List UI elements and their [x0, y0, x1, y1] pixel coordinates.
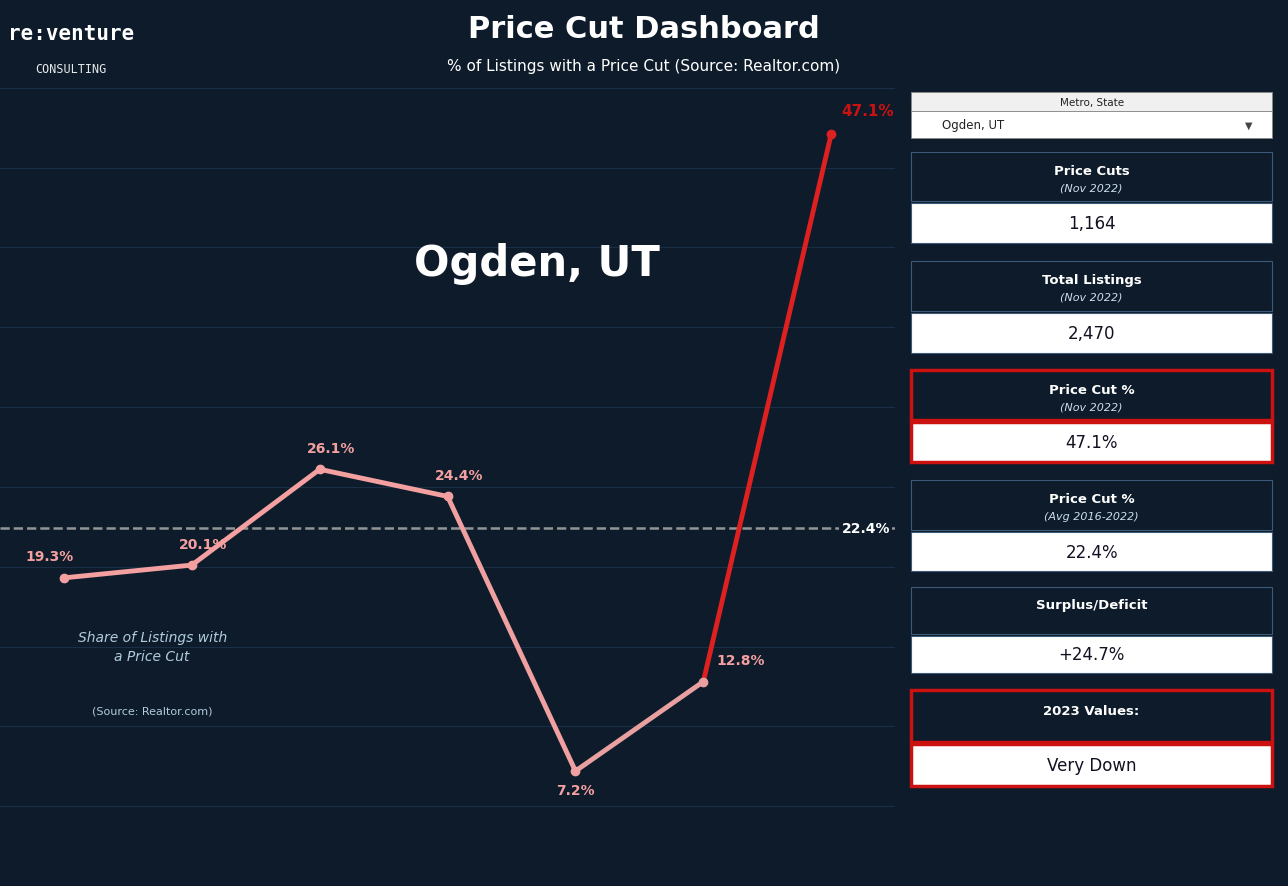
Text: (Nov 2022): (Nov 2022)	[1060, 292, 1123, 302]
Text: Metro, State: Metro, State	[1060, 97, 1123, 107]
Text: 12.8%: 12.8%	[716, 654, 765, 667]
Text: Price Cuts: Price Cuts	[1054, 165, 1130, 178]
Text: 22.4%: 22.4%	[841, 522, 890, 536]
Bar	[911, 423, 1273, 462]
Text: Price Cut %: Price Cut %	[1048, 493, 1135, 506]
Bar	[911, 744, 1273, 786]
Text: 2023 Values:: 2023 Values:	[1043, 703, 1140, 717]
Bar	[911, 314, 1273, 354]
Text: 47.1%: 47.1%	[841, 104, 894, 119]
Bar	[911, 113, 1273, 139]
Bar	[911, 371, 1273, 421]
Bar	[911, 636, 1273, 673]
Text: Ogden, UT: Ogden, UT	[943, 120, 1005, 132]
Bar	[911, 691, 1273, 742]
Text: 26.1%: 26.1%	[307, 441, 355, 455]
Text: % of Listings with a Price Cut (Source: Realtor.com): % of Listings with a Price Cut (Source: …	[447, 59, 841, 74]
Text: 1,164: 1,164	[1068, 215, 1115, 233]
Text: 47.1%: 47.1%	[1065, 433, 1118, 452]
Bar	[911, 480, 1273, 530]
Bar	[911, 532, 1273, 571]
Text: Surplus/Deficit: Surplus/Deficit	[1036, 598, 1148, 611]
Bar	[911, 261, 1273, 312]
Text: Price Cut %: Price Cut %	[1048, 384, 1135, 396]
Bar	[911, 587, 1273, 634]
Text: CONSULTING: CONSULTING	[35, 63, 107, 75]
Text: +24.7%: +24.7%	[1059, 646, 1124, 664]
Text: Share of Listings with
a Price Cut: Share of Listings with a Price Cut	[77, 630, 227, 664]
Text: Very Down: Very Down	[1047, 757, 1136, 774]
Text: 2,470: 2,470	[1068, 324, 1115, 342]
Bar	[911, 152, 1273, 202]
Text: (Nov 2022): (Nov 2022)	[1060, 183, 1123, 193]
Text: 19.3%: 19.3%	[26, 550, 73, 563]
Bar	[911, 93, 1273, 113]
Text: (Nov 2022): (Nov 2022)	[1060, 401, 1123, 412]
Text: (Source: Realtor.com): (Source: Realtor.com)	[91, 705, 213, 716]
Text: 24.4%: 24.4%	[435, 469, 483, 483]
Text: ▼: ▼	[1245, 120, 1252, 131]
Text: 7.2%: 7.2%	[556, 782, 595, 797]
Text: Ogden, UT: Ogden, UT	[415, 243, 659, 285]
Text: Price Cut Dashboard: Price Cut Dashboard	[468, 15, 820, 43]
Bar	[911, 204, 1273, 244]
Text: (Avg 2016-2022): (Avg 2016-2022)	[1045, 511, 1139, 521]
Text: 20.1%: 20.1%	[179, 537, 228, 551]
Text: re:venture: re:venture	[8, 24, 134, 43]
Text: Total Listings: Total Listings	[1042, 274, 1141, 287]
Text: 22.4%: 22.4%	[1065, 543, 1118, 561]
